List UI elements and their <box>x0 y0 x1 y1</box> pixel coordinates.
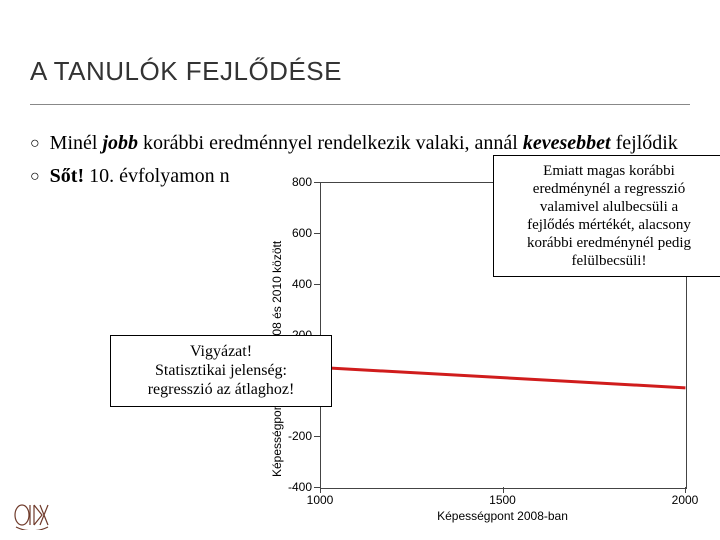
x-tick-label: 1500 <box>478 493 528 507</box>
annotation-right: Emiatt magas korábbieredménynél a regres… <box>493 155 720 277</box>
y-tick-label: 600 <box>276 226 312 240</box>
annotation-line: fejlődés mértékét, alacsony <box>504 216 714 234</box>
annotation-line: regresszió az átlaghoz! <box>121 380 321 399</box>
annotation-left: Vigyázat!Statisztikai jelenség:regresszi… <box>110 335 332 407</box>
y-tick-label: 800 <box>276 175 312 189</box>
x-tick-label: 1000 <box>295 493 345 507</box>
annotation-line: eredménynél a regresszió <box>504 180 714 198</box>
slide: A TANULÓK FEJLŐDÉSE ○ Minél jobb korábbi… <box>0 0 720 540</box>
annotation-line: Emiatt magas korábbi <box>504 162 714 180</box>
x-axis-title: Képességpont 2008-ban <box>320 509 685 523</box>
annotation-line: korábbi eredménynél pedig <box>504 234 714 252</box>
y-tick-label: -400 <box>276 480 312 494</box>
annotation-line: felülbecsüli! <box>504 252 714 270</box>
annotation-line: Statisztikai jelenség: <box>121 361 321 380</box>
x-tick-label: 2000 <box>660 493 710 507</box>
annotation-line: Vigyázat! <box>121 342 321 361</box>
logo <box>12 500 52 530</box>
annotation-line: valamivel alulbecsüli a <box>504 198 714 216</box>
